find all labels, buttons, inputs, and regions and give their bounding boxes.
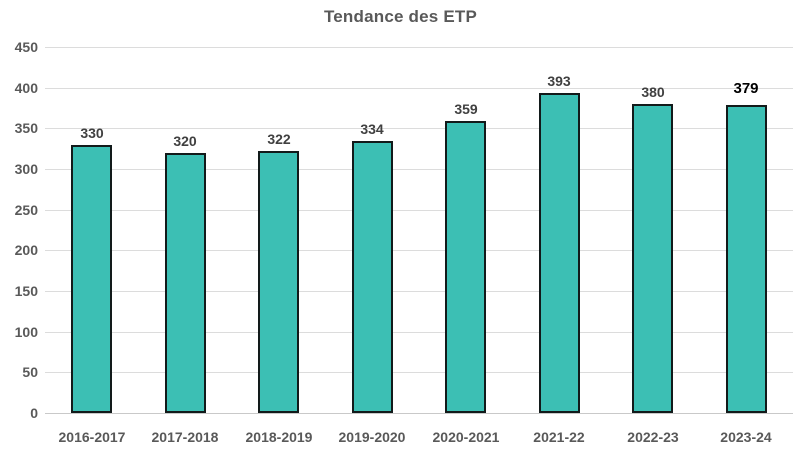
gridline [45, 372, 793, 373]
gridline [45, 291, 793, 292]
bar [258, 151, 299, 413]
bar-value-label: 380 [641, 84, 665, 100]
x-axis-tick-label: 2023-24 [720, 429, 772, 445]
x-axis-tick-label: 2019-2020 [338, 429, 406, 445]
y-axis-tick-label: 50 [22, 364, 38, 380]
x-axis-tick-label: 2016-2017 [58, 429, 126, 445]
y-axis-tick-label: 200 [14, 242, 38, 258]
bar [352, 141, 393, 413]
x-axis-line [45, 413, 793, 414]
gridline [45, 88, 793, 89]
gridline [45, 169, 793, 170]
bar [632, 104, 673, 413]
y-axis-tick-label: 250 [14, 202, 38, 218]
bar [539, 93, 580, 413]
bar-value-label: 359 [454, 101, 478, 117]
y-axis-tick-label: 0 [30, 405, 38, 421]
y-axis-tick-label: 300 [14, 161, 38, 177]
gridline [45, 210, 793, 211]
x-axis-tick-label: 2021-22 [533, 429, 585, 445]
gridline [45, 47, 793, 48]
y-axis-tick-label: 400 [14, 80, 38, 96]
x-axis-tick-label: 2017-2018 [151, 429, 219, 445]
x-axis-tick-label: 2018-2019 [245, 429, 313, 445]
y-axis-tick-label: 150 [14, 283, 38, 299]
bar [726, 105, 767, 413]
bar-value-label: 322 [267, 131, 291, 147]
x-axis-tick-label: 2020-2021 [432, 429, 500, 445]
y-axis-tick-label: 100 [14, 324, 38, 340]
gridline [45, 250, 793, 251]
bar [71, 145, 112, 413]
bar-value-label: 330 [80, 125, 104, 141]
bar-value-label: 334 [360, 121, 384, 137]
gridline [45, 128, 793, 129]
bar [445, 121, 486, 413]
chart-title: Tendance des ETP [323, 7, 478, 26]
y-axis-tick-label: 350 [14, 120, 38, 136]
bar-value-label: 393 [547, 73, 571, 89]
gridline [45, 332, 793, 333]
bar [165, 153, 206, 413]
y-axis-tick-label: 450 [14, 39, 38, 55]
bar-value-label: 379 [733, 80, 759, 97]
x-axis-tick-label: 2022-23 [627, 429, 679, 445]
bar-value-label: 320 [173, 133, 197, 149]
